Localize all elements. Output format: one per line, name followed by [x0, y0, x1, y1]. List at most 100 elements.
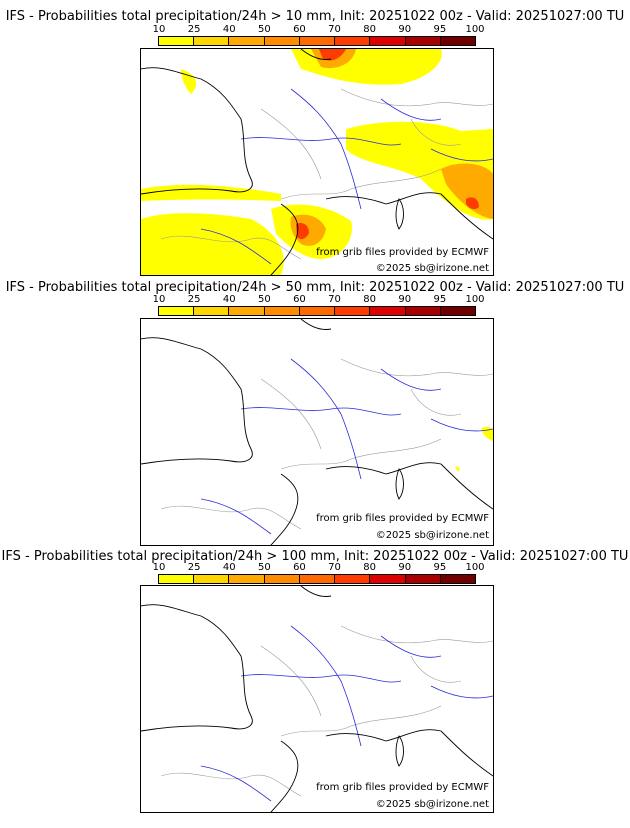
- map-canvas: [141, 319, 493, 545]
- map-canvas: [141, 586, 493, 812]
- colorbar-tick-label: 95: [433, 294, 447, 305]
- colorbar-tick-label: 70: [328, 562, 341, 573]
- colorbar-swatch: [264, 575, 300, 583]
- probability-map: from grib files provided by ECMWF ©2025 …: [140, 48, 494, 276]
- credit-copyright: ©2025 sb@irizone.net: [375, 263, 489, 274]
- rivers-layer: [200, 358, 493, 535]
- colorbar-swatch: [440, 37, 475, 45]
- panel-title: IFS - Probabilities total precipitation/…: [5, 280, 625, 295]
- colorbar-tick-label: 80: [363, 294, 377, 305]
- colorbar-tick-label: 95: [433, 562, 447, 573]
- map-canvas: [141, 49, 493, 275]
- colorbar: 10 25 40 50 60 70 80 90 95 100: [153, 562, 485, 586]
- precip-area-alps-red: [466, 197, 479, 210]
- colorbar-swatch: [405, 575, 441, 583]
- colorbar-swatch: [335, 307, 371, 315]
- precip-area-west-coast: [181, 69, 197, 94]
- colorbar-swatch: [335, 575, 371, 583]
- colorbar-tick-label: 90: [398, 24, 412, 35]
- colorbar-tick-label: 60: [293, 562, 306, 573]
- coastline-layer: [141, 49, 493, 275]
- panel-100mm: IFS - Probabilities total precipitation/…: [0, 545, 630, 828]
- colorbar-tick-label: 80: [363, 562, 377, 573]
- colorbar-swatch: [229, 575, 265, 583]
- colorbar-swatches: [158, 306, 476, 316]
- colorbar-ticks: 10 25 40 50 60 70 80 90 95 100: [153, 562, 485, 574]
- colorbar-swatch: [370, 37, 406, 45]
- precip-area-north-red: [319, 49, 346, 61]
- colorbar-ticks: 10 25 40 50 60 70 80 90 95 100: [153, 294, 485, 306]
- credit-copyright: ©2025 sb@irizone.net: [375, 799, 489, 810]
- credit-source: from grib files provided by ECMWF: [316, 782, 489, 793]
- panel-title: IFS - Probabilities total precipitation/…: [1, 549, 629, 564]
- colorbar-swatch: [159, 575, 195, 583]
- colorbar-swatch: [440, 307, 475, 315]
- colorbar-swatch: [335, 37, 371, 45]
- colorbar-swatches: [158, 574, 476, 584]
- panel-10mm: IFS - Probabilities total precipitation/…: [0, 0, 630, 280]
- colorbar-tick-label: 10: [152, 24, 166, 35]
- borders-layer: [160, 625, 493, 797]
- colorbar-swatch: [405, 307, 441, 315]
- colorbar-tick-label: 60: [293, 294, 306, 305]
- colorbar-swatch: [229, 307, 265, 315]
- probability-map: from grib files provided by ECMWF ©2025 …: [140, 585, 494, 813]
- precip-area-north: [291, 49, 442, 85]
- colorbar: 10 25 40 50 60 70 80 90 95 100: [153, 294, 485, 318]
- colorbar-tick-label: 40: [222, 294, 236, 305]
- panel-50mm: IFS - Probabilities total precipitation/…: [0, 276, 630, 552]
- colorbar-swatch: [229, 37, 265, 45]
- probability-map: from grib files provided by ECMWF ©2025 …: [140, 318, 494, 546]
- colorbar-swatch: [299, 37, 336, 45]
- colorbar-tick-label: 10: [152, 294, 166, 305]
- colorbar-swatches: [158, 36, 476, 46]
- colorbar-tick-label: 50: [257, 294, 271, 305]
- coastline-layer: [141, 319, 493, 545]
- precip-area-corsica: [455, 466, 460, 472]
- colorbar-swatch: [194, 307, 230, 315]
- colorbar-swatch: [440, 575, 475, 583]
- rivers-layer: [200, 88, 493, 265]
- colorbar-swatch: [370, 575, 406, 583]
- colorbar-swatch: [159, 307, 195, 315]
- rivers-layer: [200, 625, 493, 802]
- colorbar-swatch: [159, 37, 195, 45]
- colorbar-tick-label: 40: [222, 562, 236, 573]
- borders-layer: [160, 358, 493, 530]
- precip-area-biscay: [141, 184, 281, 201]
- colorbar-tick-label: 25: [187, 294, 201, 305]
- colorbar-tick-label: 40: [222, 24, 236, 35]
- colorbar-tick-label: 25: [187, 24, 201, 35]
- colorbar-swatch: [264, 307, 300, 315]
- colorbar-swatch: [194, 37, 230, 45]
- colorbar-tick-label: 95: [433, 24, 447, 35]
- colorbar-tick-label: 100: [465, 562, 485, 573]
- precip-layer: [455, 426, 493, 472]
- colorbar-swatch: [299, 575, 336, 583]
- precip-layer: [141, 49, 493, 275]
- colorbar-tick-label: 60: [293, 24, 306, 35]
- colorbar-tick-label: 90: [398, 294, 412, 305]
- credit-source: from grib files provided by ECMWF: [316, 513, 489, 524]
- colorbar-tick-label: 100: [465, 294, 485, 305]
- colorbar-tick-label: 100: [465, 24, 485, 35]
- precip-area-spain-west: [141, 213, 284, 275]
- colorbar-ticks: 10 25 40 50 60 70 80 90 95 100: [153, 24, 485, 36]
- precip-area-alps-east: [481, 426, 493, 441]
- colorbar-tick-label: 50: [257, 562, 271, 573]
- colorbar-tick-label: 50: [257, 24, 271, 35]
- colorbar-tick-label: 10: [152, 562, 166, 573]
- precip-area-catalonia-red: [296, 223, 309, 240]
- colorbar-tick-label: 80: [363, 24, 377, 35]
- colorbar-tick-label: 70: [328, 294, 341, 305]
- colorbar-swatch: [299, 307, 336, 315]
- credit-copyright: ©2025 sb@irizone.net: [375, 530, 489, 541]
- precip-area-alps-orange: [441, 163, 493, 219]
- colorbar-tick-label: 90: [398, 562, 412, 573]
- colorbar-tick-label: 25: [187, 562, 201, 573]
- colorbar-tick-label: 70: [328, 24, 341, 35]
- credit-source: from grib files provided by ECMWF: [316, 247, 489, 258]
- colorbar: 10 25 40 50 60 70 80 90 95 100: [153, 24, 485, 48]
- colorbar-swatch: [264, 37, 300, 45]
- colorbar-swatch: [194, 575, 230, 583]
